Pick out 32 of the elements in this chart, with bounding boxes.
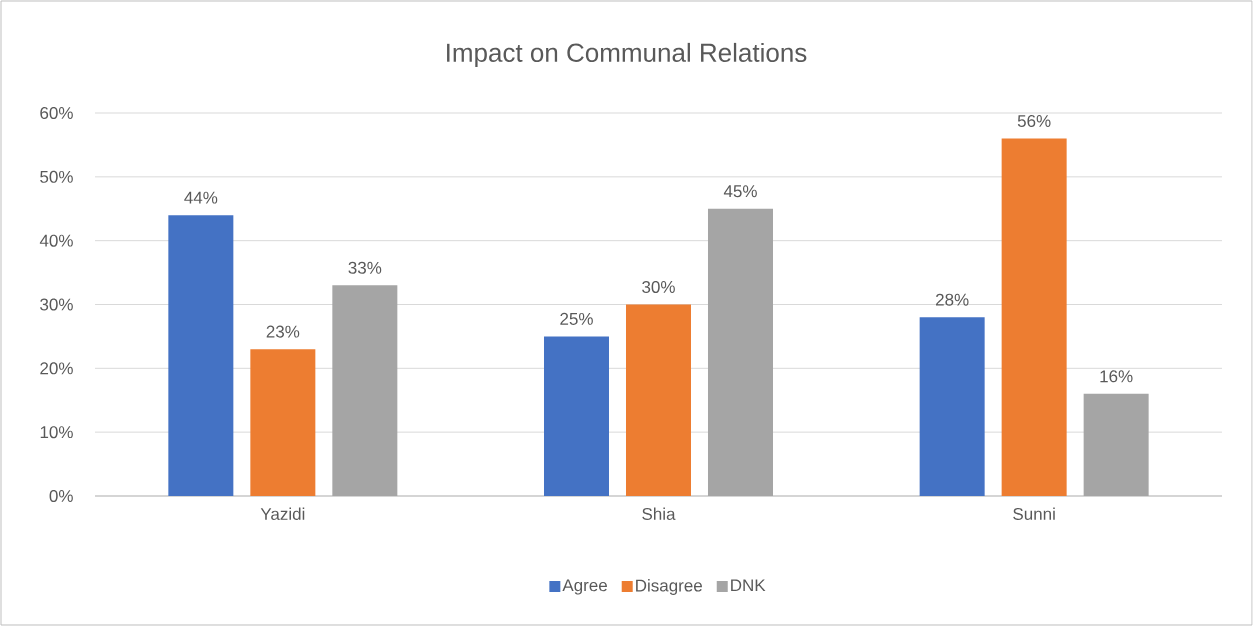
y-tick-label: 30% [40, 298, 73, 311]
data-label: 44% [184, 191, 218, 204]
data-label: 16% [1100, 370, 1133, 383]
x-tick-label: Sunni [1013, 507, 1055, 521]
bar [544, 336, 609, 496]
data-label: 56% [1017, 114, 1051, 128]
data-label: 25% [560, 312, 593, 325]
bar [919, 317, 985, 496]
y-tick-label: 10% [40, 426, 73, 439]
data-label: 33% [348, 261, 382, 274]
data-label: 30% [642, 280, 675, 293]
bar [707, 208, 773, 496]
bar [332, 285, 398, 496]
x-tick-label: Shia [642, 507, 676, 521]
data-label: 23% [266, 325, 300, 338]
bar [626, 304, 691, 496]
bar [168, 215, 234, 496]
data-label: 28% [936, 293, 969, 306]
bar [250, 349, 316, 496]
y-tick-label: 20% [40, 362, 73, 375]
y-tick-label: 0% [49, 489, 73, 503]
legend-label: Agree [562, 579, 607, 595]
y-tick-label: 50% [40, 170, 73, 183]
legend-label: DNK [731, 579, 766, 592]
y-tick-label: 60% [40, 106, 73, 120]
chart-title: Impact on Communal Relations [447, 42, 807, 68]
legend-label: Disagree [636, 579, 702, 595]
bar [1083, 393, 1149, 496]
y-tick-label: 40% [39, 234, 73, 247]
bar [1001, 138, 1067, 496]
x-tick-label: Yazidi [260, 507, 305, 521]
data-label: 45% [723, 185, 757, 198]
